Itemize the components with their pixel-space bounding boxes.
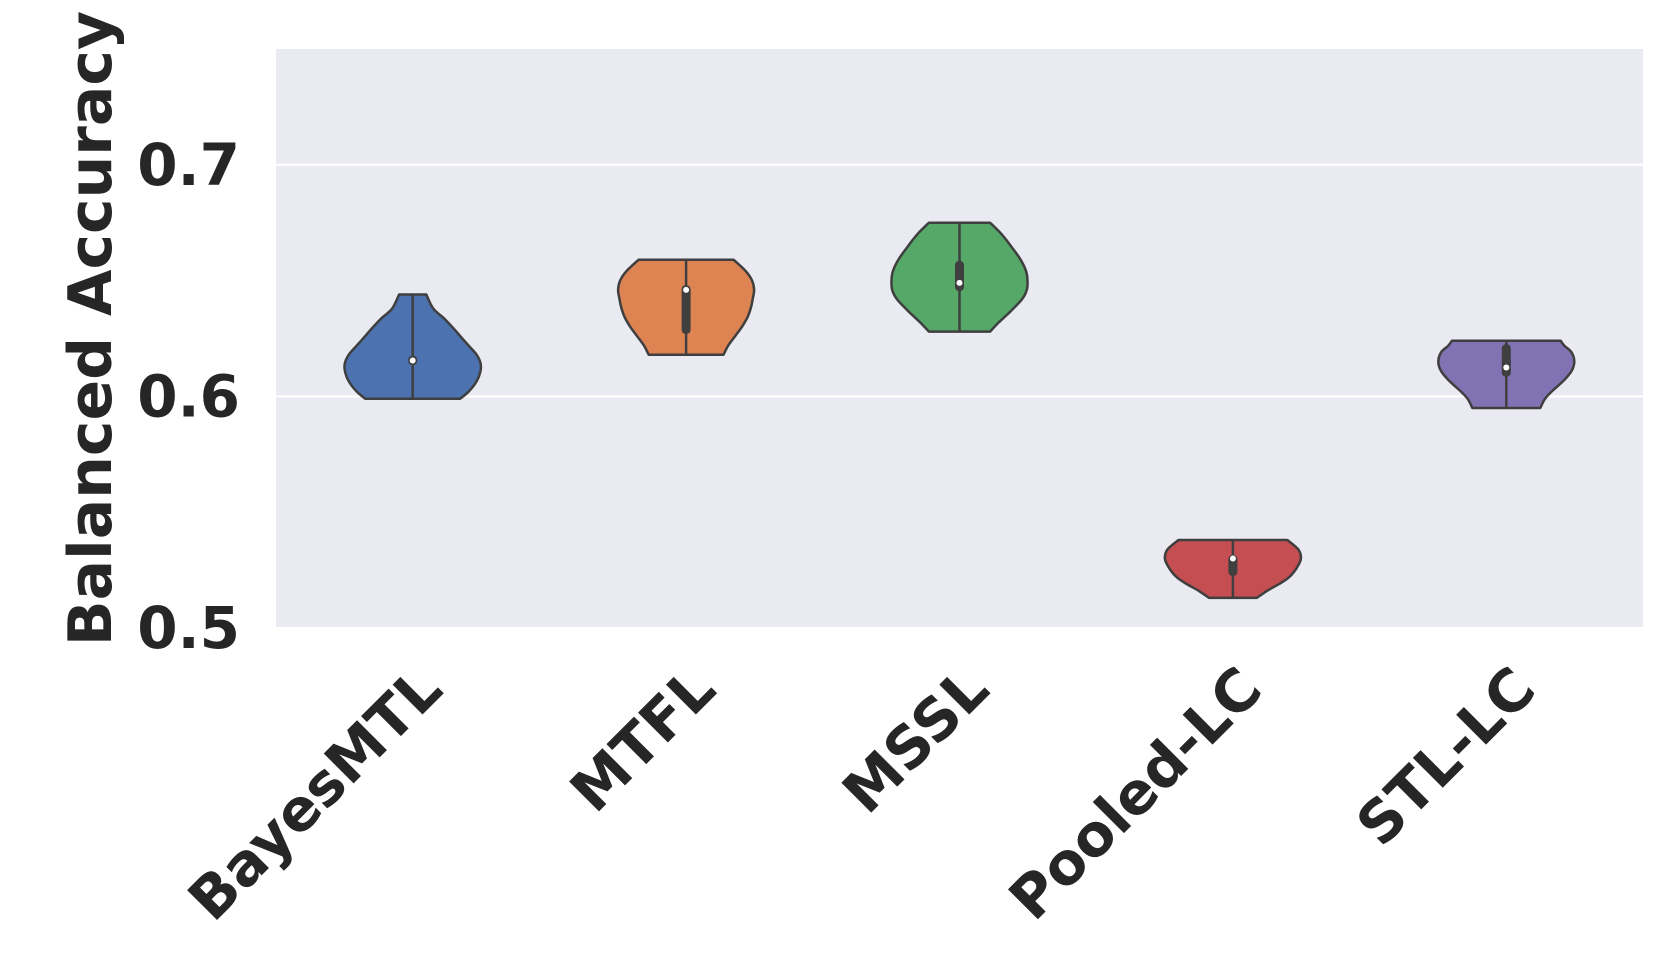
median-point	[1229, 555, 1236, 562]
iqr-box	[1501, 344, 1511, 377]
x-tick-label: MTFL	[557, 654, 728, 825]
violins	[343, 221, 1576, 600]
x-tick-label: Pooled-LC	[996, 654, 1275, 933]
y-tick-labels: 0.5 0.6 0.7	[137, 131, 240, 662]
y-tick-label: 0.7	[137, 131, 240, 199]
median-point	[683, 286, 690, 293]
x-tick-label: BayesMTL	[175, 654, 455, 934]
violin-pooled-lc	[1163, 538, 1303, 600]
y-tick-label: 0.5	[137, 594, 240, 662]
median-point	[409, 357, 416, 364]
plot-background	[276, 49, 1643, 628]
y-axis-label: Balanced Accuracy	[56, 11, 126, 646]
violin-stl-lc	[1437, 339, 1576, 410]
grid-lines	[276, 163, 1643, 629]
y-tick-label: 0.6	[137, 362, 240, 430]
violin-bayesmtl	[343, 293, 483, 400]
x-tick-label: MSSL	[829, 654, 1001, 826]
median-point	[1503, 364, 1510, 371]
x-tick-label: STL-LC	[1343, 654, 1548, 859]
violin-mtfl	[616, 258, 756, 356]
iqr-box	[681, 285, 691, 334]
violin-mssl	[890, 221, 1029, 333]
iqr-box	[955, 260, 964, 292]
median-point	[956, 279, 963, 286]
